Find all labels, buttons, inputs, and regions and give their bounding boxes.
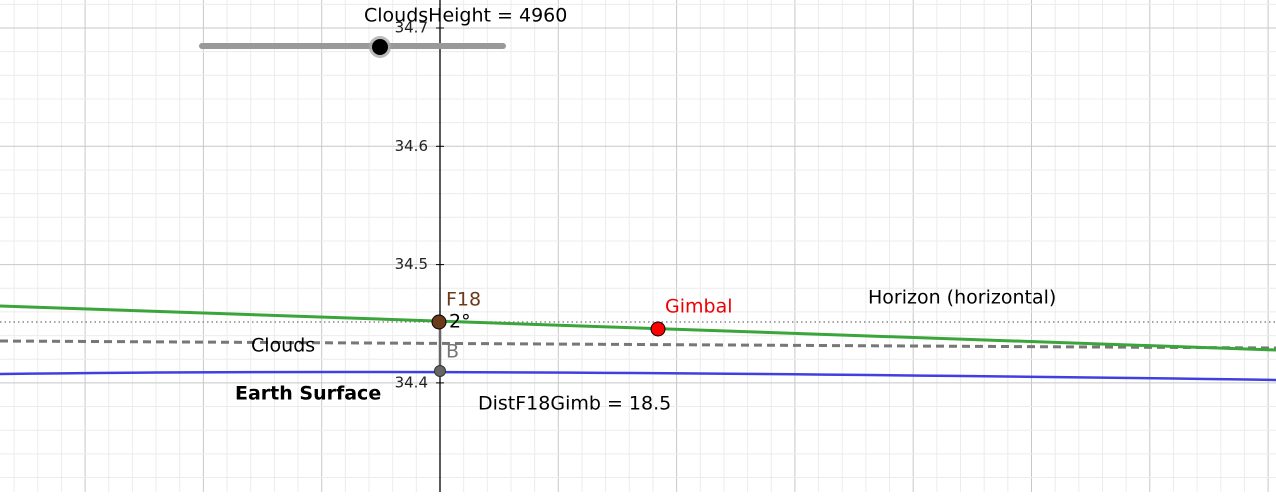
axis-ticks: 34.7 34.6 34.5 34.4	[395, 19, 444, 391]
slider-knob[interactable]	[372, 39, 388, 55]
angle-label: 2°	[449, 311, 471, 333]
f18-label: F18	[446, 289, 481, 311]
b-label: B	[446, 341, 459, 363]
clouds-label: Clouds	[251, 335, 315, 357]
sight-line[interactable]	[0, 304, 1276, 352]
earth-curve[interactable]	[0, 370, 1276, 382]
slider-label: CloudsHeight = 4960	[364, 5, 567, 27]
distance-label: DistF18Gimb = 18.5	[478, 393, 671, 415]
clouds-line[interactable]	[0, 339, 1276, 350]
tick-label: 34.4	[395, 373, 428, 391]
gimbal-label: Gimbal	[665, 296, 733, 318]
tick-label: 34.7	[395, 19, 428, 37]
point-b[interactable]	[434, 365, 446, 377]
tick-label: 34.6	[395, 137, 428, 155]
horizon-label: Horizon (horizontal)	[868, 287, 1056, 309]
tick-label: 34.5	[395, 255, 428, 273]
point-f18[interactable]	[431, 314, 447, 330]
point-gimbal[interactable]	[650, 321, 666, 337]
earth-label: Earth Surface	[235, 383, 381, 405]
